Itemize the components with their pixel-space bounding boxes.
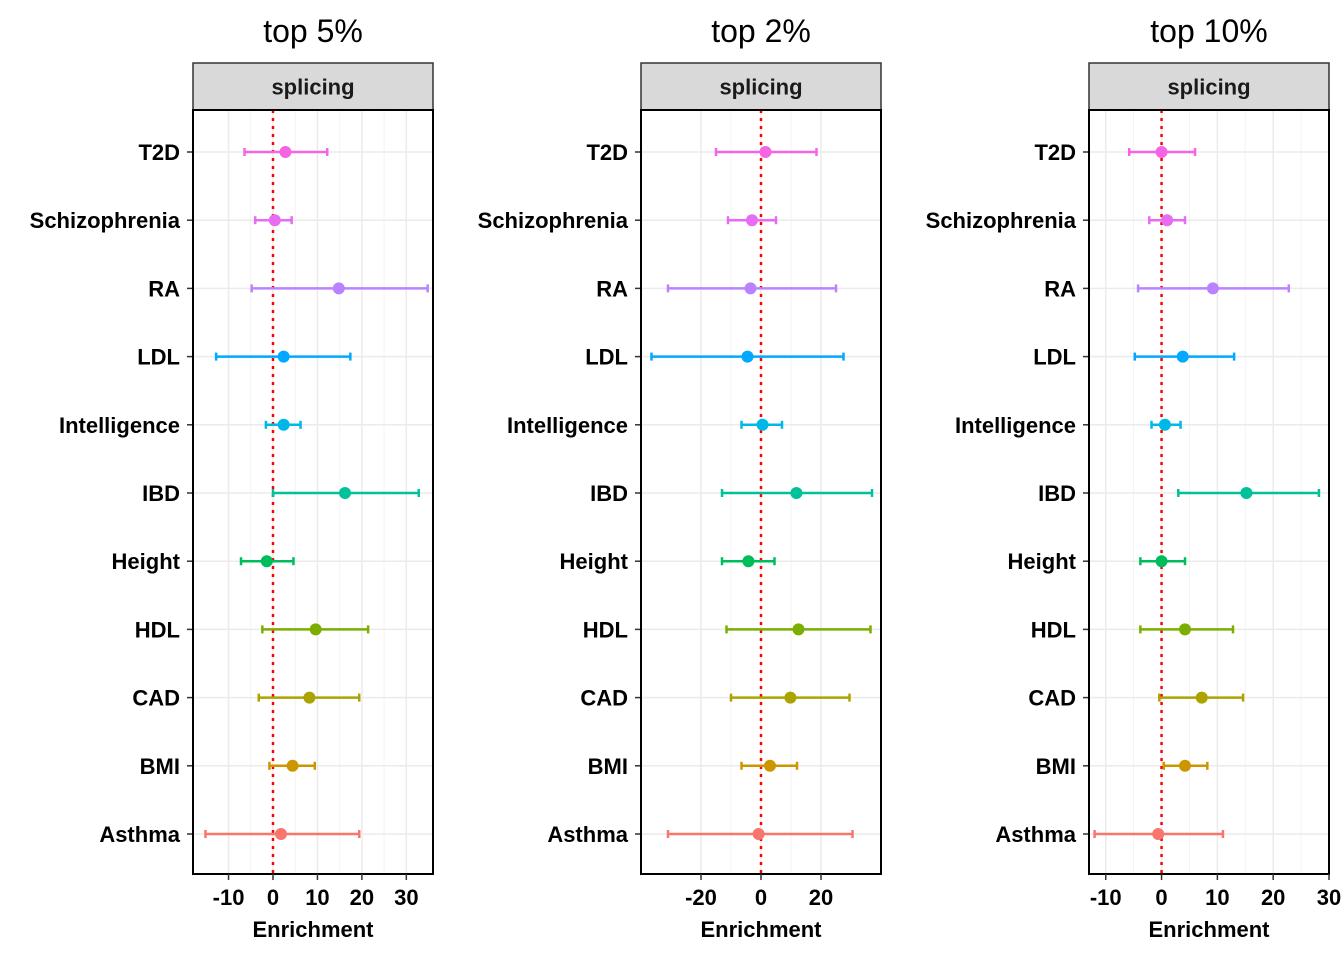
panel-top-5-percent: top 5% splicing T2D Schizophrenia RA LDL Intel…: [30, 13, 434, 942]
category-label-hdl: HDL: [135, 617, 180, 642]
category-label-schizophrenia: Schizophrenia: [30, 208, 181, 233]
point-bmi: [764, 759, 776, 772]
category-label-intelligence: Intelligence: [59, 413, 180, 438]
category-label-schizophrenia: Schizophrenia: [926, 208, 1077, 233]
panel-title: top 2%: [711, 13, 811, 49]
category-label-ldl: LDL: [1033, 345, 1076, 370]
category-label-t2d: T2D: [138, 140, 180, 165]
x-tick-label: -10: [213, 885, 245, 910]
point-schizophrenia: [1161, 214, 1174, 227]
point-intelligence: [756, 418, 769, 431]
x-tick-label: 0: [267, 885, 279, 910]
point-asthma: [1152, 828, 1165, 840]
point-ibd: [790, 487, 803, 499]
category-label-ibd: IBD: [1038, 481, 1076, 506]
x-tick-label: 20: [350, 885, 374, 910]
x-tick-label: 10: [1205, 885, 1229, 910]
point-t2d: [759, 146, 772, 158]
facet-strip: [640, 62, 882, 111]
facet-strip-label: splicing: [719, 75, 802, 100]
point-ldl: [741, 350, 754, 363]
point-ldl: [277, 350, 290, 363]
point-cad: [784, 691, 797, 704]
category-label-ra: RA: [596, 276, 628, 301]
category-label-schizophrenia: Schizophrenia: [478, 208, 629, 233]
category-label-bmi: BMI: [1036, 754, 1076, 779]
x-tick-label: 0: [755, 885, 767, 910]
x-tick-label: 30: [1317, 885, 1341, 910]
category-label-ibd: IBD: [590, 481, 628, 506]
point-height: [1155, 555, 1168, 568]
point-hdl: [309, 623, 322, 636]
category-label-cad: CAD: [132, 686, 180, 711]
category-label-ldl: LDL: [585, 345, 628, 370]
point-intelligence: [277, 418, 290, 431]
point-height: [260, 555, 273, 568]
x-tick-label: -20: [685, 885, 717, 910]
facet-strip-label: splicing: [271, 75, 354, 100]
point-schizophrenia: [746, 214, 758, 227]
category-label-height: Height: [1008, 549, 1077, 574]
panel-title: top 10%: [1150, 13, 1267, 49]
point-asthma: [752, 828, 765, 840]
category-label-ra: RA: [1044, 276, 1076, 301]
category-label-bmi: BMI: [588, 754, 628, 779]
x-axis-title: Enrichment: [700, 917, 822, 942]
panel-top-2-percent: top 2% splicing T2D Schizophrenia RA LDL Intel…: [478, 13, 882, 942]
x-tick-label: 30: [394, 885, 418, 910]
panel-title: top 5%: [263, 13, 363, 49]
category-label-ibd: IBD: [142, 481, 180, 506]
category-label-t2d: T2D: [1034, 140, 1076, 165]
category-label-intelligence: Intelligence: [955, 413, 1076, 438]
point-asthma: [275, 828, 287, 840]
category-label-bmi: BMI: [140, 754, 180, 779]
point-ibd: [339, 487, 351, 499]
x-tick-label: 20: [1261, 885, 1285, 910]
category-label-cad: CAD: [580, 686, 628, 711]
point-height: [742, 555, 755, 568]
facet-strip: [192, 62, 434, 111]
category-label-asthma: Asthma: [99, 822, 180, 847]
category-label-hdl: HDL: [1031, 617, 1076, 642]
facet-strip: [1088, 62, 1330, 111]
point-ibd: [1240, 487, 1253, 499]
category-label-t2d: T2D: [586, 140, 628, 165]
point-bmi: [1179, 759, 1191, 772]
x-axis-title: Enrichment: [1148, 917, 1270, 942]
x-tick-label: -10: [1090, 885, 1122, 910]
point-hdl: [1179, 623, 1191, 636]
x-tick-label: 20: [809, 885, 833, 910]
category-label-ra: RA: [148, 276, 180, 301]
plot-panel-border: [1088, 109, 1330, 875]
point-cad: [1195, 691, 1208, 704]
category-label-hdl: HDL: [583, 617, 628, 642]
x-tick-label: 0: [1155, 885, 1167, 910]
point-t2d: [1155, 146, 1168, 158]
category-label-intelligence: Intelligence: [507, 413, 628, 438]
point-schizophrenia: [268, 214, 281, 227]
point-intelligence: [1158, 418, 1171, 431]
plot-panel-border: [192, 109, 434, 875]
category-label-ldl: LDL: [137, 345, 180, 370]
category-label-cad: CAD: [1028, 686, 1076, 711]
point-cad: [303, 691, 316, 704]
point-hdl: [792, 623, 805, 636]
panel-top-10-percent: top 10% splicing T2D Schizophrenia RA LDL Inte…: [926, 13, 1342, 942]
point-ra: [744, 282, 757, 295]
category-label-asthma: Asthma: [547, 822, 628, 847]
point-ra: [1206, 282, 1219, 295]
category-label-height: Height: [560, 549, 629, 574]
category-label-height: Height: [112, 549, 181, 574]
point-ra: [332, 282, 345, 295]
x-tick-label: 10: [305, 885, 329, 910]
point-bmi: [286, 759, 299, 772]
category-label-asthma: Asthma: [995, 822, 1076, 847]
point-ldl: [1176, 350, 1189, 363]
x-axis-title: Enrichment: [252, 917, 374, 942]
point-t2d: [279, 146, 292, 158]
facet-strip-label: splicing: [1167, 75, 1250, 100]
